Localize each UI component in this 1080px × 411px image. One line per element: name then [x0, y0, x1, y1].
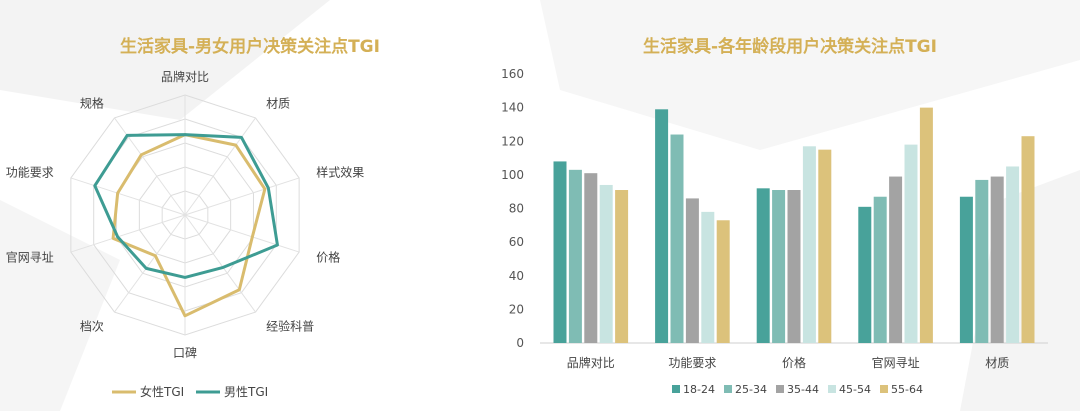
bar-chart-title: 生活家具-各年龄段用户决策关注点TGI — [643, 37, 937, 57]
radar-spoke — [114, 214, 186, 313]
bar — [889, 176, 903, 343]
bar — [818, 149, 832, 343]
radar-chart-title: 生活家具-男女用户决策关注点TGI — [120, 37, 380, 57]
bar — [873, 196, 887, 343]
x-tick-label: 官网寻址 — [872, 355, 920, 370]
bar — [701, 211, 715, 343]
radar-series-line — [93, 133, 279, 279]
y-tick-label: 160 — [501, 67, 524, 81]
radar-chart-panel: 生活家具-男女用户决策关注点TGI 品牌对比材质样式效果价格经验科普口碑 档次 官网… — [0, 0, 500, 411]
radar-spoke — [70, 214, 186, 253]
radar-spoke — [184, 214, 256, 313]
bar — [615, 190, 629, 343]
bar — [904, 144, 918, 343]
legend-swatch — [724, 385, 732, 393]
radar-axis-label: 价格 — [316, 250, 340, 265]
legend-label: 45-54 — [839, 383, 871, 396]
radar-spoke — [184, 117, 256, 216]
legend-label: 男性TGI — [224, 385, 268, 399]
radar-axis-label: 材质 — [266, 96, 290, 110]
bar — [919, 107, 933, 343]
bar — [716, 220, 730, 343]
bar — [1006, 166, 1020, 343]
radar-spoke — [184, 214, 300, 253]
legend-swatch — [880, 385, 888, 393]
radar-spoke — [114, 117, 186, 216]
radar-axis-label: 功能要求 — [6, 165, 54, 179]
radar-axis-label: 规格 — [80, 95, 104, 110]
radar-axis-label: 样式效果 — [316, 164, 364, 179]
bar — [568, 169, 582, 343]
radar-axis-label: 官网寻址 — [6, 250, 54, 265]
bar — [1021, 136, 1035, 343]
bar — [670, 134, 684, 343]
x-tick-label: 品牌对比 — [567, 356, 615, 370]
y-tick-label: 100 — [501, 168, 524, 182]
y-tick-label: 140 — [501, 101, 524, 115]
x-tick-label: 价格 — [782, 355, 806, 370]
radar-axis-label: 品牌对比 — [161, 70, 209, 84]
legend-swatch — [776, 385, 784, 393]
x-tick-label: 功能要求 — [668, 356, 716, 370]
bar — [756, 188, 770, 343]
bar — [685, 198, 699, 343]
legend-swatch — [672, 385, 680, 393]
radar-spoke — [184, 177, 300, 216]
bar — [553, 161, 567, 343]
y-tick-label: 80 — [509, 202, 524, 216]
bar-chart-panel: 生活家具-各年龄段用户决策关注点TGI 0 20 40 60 80 100 120 140 16… — [500, 0, 1080, 411]
radar-spoke — [70, 177, 186, 216]
radar-series-line — [111, 133, 267, 318]
bar — [858, 206, 872, 343]
legend-label: 35-44 — [787, 383, 819, 396]
bar — [990, 176, 1004, 343]
y-tick-label: 20 — [509, 302, 524, 316]
y-tick-label: 0 — [516, 336, 524, 350]
bar — [787, 190, 801, 343]
bar — [975, 179, 989, 343]
radar-axis-label: 口碑 — [173, 345, 197, 360]
y-tick-label: 60 — [509, 235, 524, 249]
legend-label: 18-24 — [683, 383, 715, 396]
y-tick-label: 120 — [501, 134, 524, 148]
bar — [802, 146, 816, 343]
legend-label: 55-64 — [891, 383, 923, 396]
bar — [772, 190, 786, 343]
y-tick-label: 40 — [509, 269, 524, 283]
bar — [655, 109, 669, 344]
legend-label: 25-34 — [735, 383, 767, 396]
x-tick-label: 材质 — [985, 356, 1009, 370]
bar-chart: 0 20 40 60 80 100 120 140 160 品牌对比 功能要求 价格 官网寻址 材质 18-… — [501, 67, 1048, 396]
legend-swatch — [828, 385, 836, 393]
bar — [599, 184, 613, 343]
legend-label: 女性TGI — [140, 384, 184, 399]
bar — [584, 173, 598, 343]
bar — [959, 196, 973, 343]
radar-axis-label: 档次 — [80, 320, 104, 334]
radar-axis-label: 经验科普 — [266, 319, 314, 334]
